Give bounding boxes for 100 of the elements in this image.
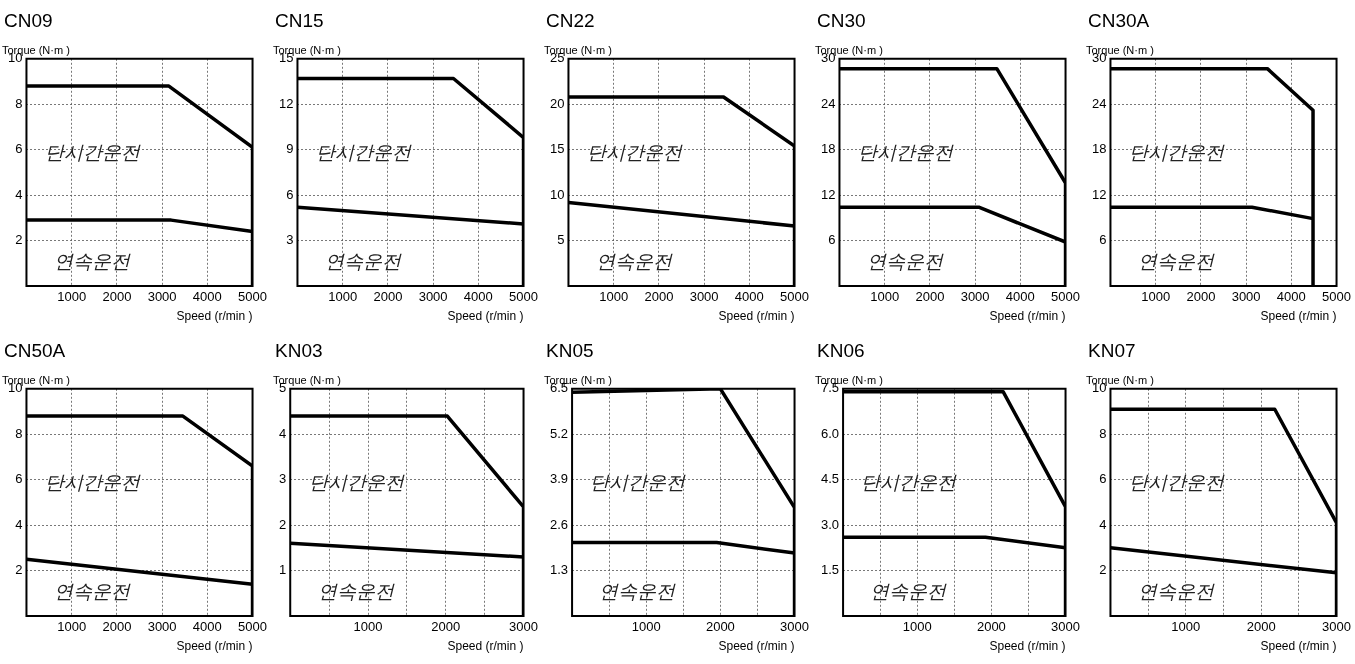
annotation: 연속운전 bbox=[53, 250, 131, 273]
y-tick-label: 24 bbox=[820, 95, 836, 111]
x-tick-label: 1000 bbox=[902, 619, 932, 635]
y-tick-label: 4 bbox=[279, 425, 287, 441]
x-axis-title: Speed (r/min ) bbox=[718, 309, 795, 324]
y-tick-label: 6 bbox=[15, 141, 23, 157]
x-axis-title: Speed (r/min ) bbox=[989, 309, 1066, 324]
x-axis-title: Speed (r/min ) bbox=[1260, 309, 1337, 324]
y-tick-label: 12 bbox=[1091, 186, 1107, 202]
y-tick-label: 1.5 bbox=[820, 562, 840, 578]
x-tick-label: 1000 bbox=[870, 289, 900, 305]
y-tick-label: 5 bbox=[557, 232, 565, 248]
y-tick-label: 6 bbox=[1099, 232, 1107, 248]
y-tick-label: 12 bbox=[278, 95, 294, 111]
y-tick-label: 20 bbox=[549, 95, 565, 111]
chart-title: KN06 bbox=[817, 339, 865, 361]
y-tick-label: 4 bbox=[15, 516, 23, 532]
x-tick-label: 1000 bbox=[631, 619, 661, 635]
x-tick-label: 5000 bbox=[509, 289, 538, 305]
y-tick-label: 6.0 bbox=[820, 425, 840, 441]
y-tick-label: 18 bbox=[820, 141, 836, 157]
x-tick-label: 5000 bbox=[238, 619, 267, 635]
x-tick-label: 4000 bbox=[1005, 289, 1035, 305]
chart-title: CN30A bbox=[1088, 9, 1150, 31]
y-tick-label: 2 bbox=[15, 232, 23, 248]
chart-title: CN50A bbox=[4, 339, 66, 361]
x-tick-label: 1000 bbox=[1141, 289, 1171, 305]
chart-title: KN05 bbox=[546, 339, 594, 361]
x-tick-label: 2000 bbox=[431, 619, 461, 635]
y-tick-label: 4 bbox=[15, 186, 23, 202]
annotation: 연속운전 bbox=[318, 580, 396, 603]
y-tick-label: 3.0 bbox=[820, 516, 840, 532]
annotation: 연속운전 bbox=[595, 250, 673, 273]
annotation: 단시간운전 bbox=[315, 141, 412, 164]
x-tick-label: 3000 bbox=[147, 289, 177, 305]
annotation: 연속운전 bbox=[1137, 580, 1215, 603]
y-tick-label: 6 bbox=[828, 232, 836, 248]
x-tick-label: 3000 bbox=[1231, 289, 1261, 305]
y-tick-label: 3 bbox=[286, 232, 294, 248]
chart-title: CN22 bbox=[546, 9, 595, 31]
x-tick-label: 2000 bbox=[1246, 619, 1276, 635]
x-tick-label: 5000 bbox=[780, 289, 809, 305]
x-tick-label: 3000 bbox=[960, 289, 990, 305]
x-tick-label: 3000 bbox=[147, 619, 177, 635]
x-tick-label: 3000 bbox=[418, 289, 448, 305]
y-tick-label: 5.2 bbox=[549, 425, 569, 441]
y-tick-label: 3.9 bbox=[549, 471, 569, 487]
x-tick-label: 1000 bbox=[57, 289, 87, 305]
annotation: 연속운전 bbox=[598, 580, 676, 603]
annotation: 단시간운전 bbox=[308, 471, 405, 494]
chart-title: CN30 bbox=[817, 9, 866, 31]
annotation: 단시간운전 bbox=[857, 141, 954, 164]
x-tick-label: 4000 bbox=[192, 289, 222, 305]
annotation: 단시간운전 bbox=[589, 471, 686, 494]
y-tick-label: 2.6 bbox=[549, 516, 569, 532]
x-axis-title: Speed (r/min ) bbox=[718, 639, 795, 654]
y-tick-label: 1.3 bbox=[549, 562, 569, 578]
y-tick-label: 3 bbox=[279, 471, 287, 487]
x-tick-label: 3000 bbox=[1051, 619, 1080, 635]
x-axis-title: Speed (r/min ) bbox=[1260, 639, 1337, 654]
x-tick-label: 2000 bbox=[644, 289, 674, 305]
y-tick-label: 2 bbox=[279, 516, 287, 532]
x-tick-label: 2000 bbox=[976, 619, 1006, 635]
x-tick-label: 3000 bbox=[689, 289, 719, 305]
y-tick-label: 6 bbox=[15, 471, 23, 487]
y-tick-label: 10 bbox=[549, 186, 565, 202]
x-tick-label: 1000 bbox=[353, 619, 383, 635]
x-tick-label: 1000 bbox=[599, 289, 629, 305]
x-axis-title: Speed (r/min ) bbox=[447, 639, 524, 654]
annotation: 단시간운전 bbox=[44, 141, 141, 164]
y-tick-label: 15 bbox=[549, 141, 565, 157]
annotation: 단시간운전 bbox=[44, 471, 141, 494]
x-axis-title: Speed (r/min ) bbox=[447, 309, 524, 324]
y-tick-label: 8 bbox=[15, 425, 23, 441]
y-tick-label: 8 bbox=[15, 95, 23, 111]
y-tick-label: 2 bbox=[1099, 562, 1107, 578]
x-tick-label: 2000 bbox=[102, 289, 132, 305]
x-tick-label: 5000 bbox=[238, 289, 267, 305]
x-tick-label: 5000 bbox=[1051, 289, 1080, 305]
x-tick-label: 1000 bbox=[1171, 619, 1201, 635]
y-tick-label: 4 bbox=[1099, 516, 1107, 532]
x-tick-label: 1000 bbox=[328, 289, 358, 305]
annotation: 연속운전 bbox=[866, 250, 944, 273]
y-tick-label: 18 bbox=[1091, 141, 1107, 157]
x-tick-label: 3000 bbox=[1322, 619, 1351, 635]
x-tick-label: 2000 bbox=[1186, 289, 1216, 305]
x-tick-label: 2000 bbox=[373, 289, 403, 305]
y-tick-label: 1 bbox=[279, 562, 287, 578]
y-tick-label: 2 bbox=[15, 562, 23, 578]
x-tick-label: 4000 bbox=[192, 619, 222, 635]
x-tick-label: 3000 bbox=[509, 619, 538, 635]
y-tick-label: 8 bbox=[1099, 425, 1107, 441]
y-tick-label: 24 bbox=[1091, 95, 1107, 111]
annotation: 단시간운전 bbox=[586, 141, 683, 164]
x-tick-label: 4000 bbox=[463, 289, 493, 305]
x-tick-label: 2000 bbox=[915, 289, 945, 305]
y-tick-label: 4.5 bbox=[820, 471, 840, 487]
chart-title: CN15 bbox=[275, 9, 324, 31]
annotation: 연속운전 bbox=[1137, 250, 1215, 273]
chart-title: KN07 bbox=[1088, 339, 1136, 361]
